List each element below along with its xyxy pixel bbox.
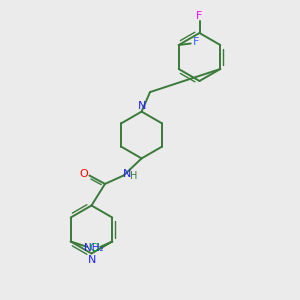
Text: N: N [123, 169, 131, 179]
Text: Cl: Cl [89, 243, 100, 254]
Text: F: F [193, 37, 199, 47]
Text: N: N [138, 100, 146, 111]
Text: NH₂: NH₂ [84, 243, 104, 254]
Text: H: H [130, 171, 137, 182]
Text: O: O [80, 169, 88, 179]
Text: N: N [88, 255, 96, 265]
Text: F: F [196, 11, 203, 21]
